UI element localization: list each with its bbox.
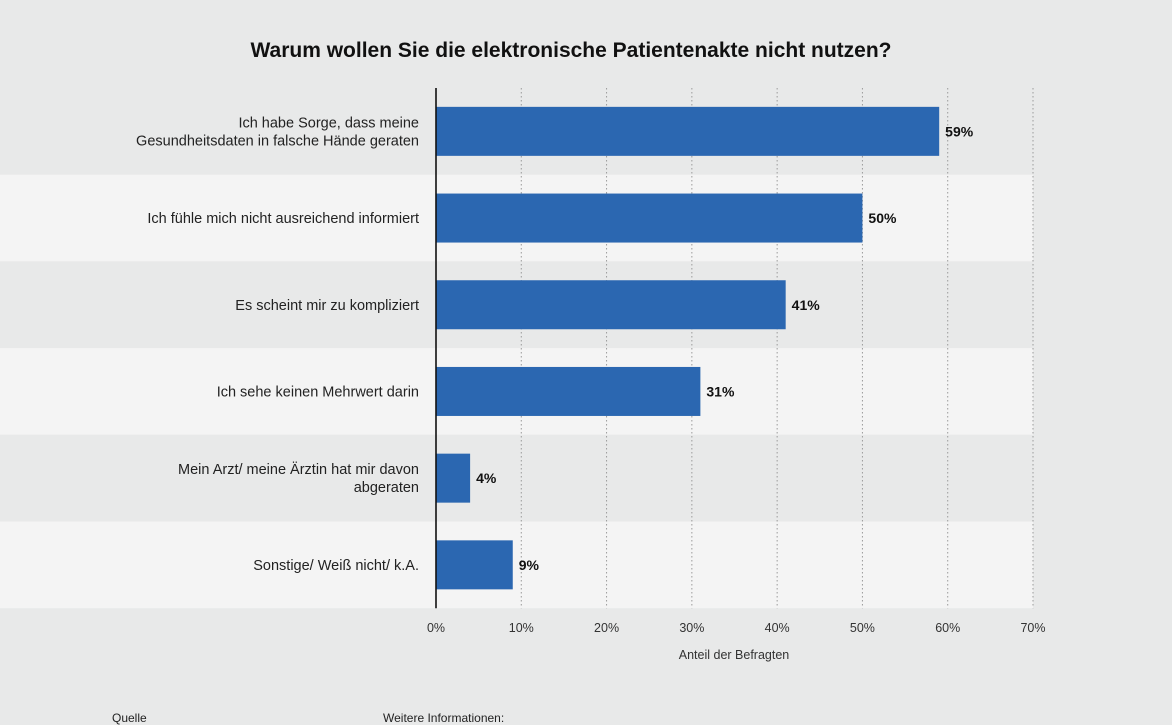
x-tick-label: 30% (679, 621, 704, 635)
x-tick-label: 40% (765, 621, 790, 635)
bar (436, 193, 863, 243)
category-label: Ich sehe keinen Mehrwert darin (217, 384, 419, 400)
bar (436, 453, 471, 503)
x-tick-label: 50% (850, 621, 875, 635)
bar (436, 280, 786, 330)
chart-title: Warum wollen Sie die elektronische Patie… (250, 39, 891, 62)
value-label: 50% (868, 210, 897, 226)
x-tick-label: 20% (594, 621, 619, 635)
x-tick-labels: 0% 10% 20% 30% 40% 50% 60% 70% (427, 621, 1046, 635)
category-label: Ich habe Sorge, dass meine Gesundheitsdat… (136, 115, 419, 149)
row-bands (0, 88, 1033, 609)
category-labels: Ich habe Sorge, dass meine Gesundheitsdat… (136, 115, 419, 573)
category-label: Es scheint mir zu kompliziert (235, 298, 419, 314)
category-label: Ich fühle mich nicht ausreichend informi… (147, 211, 419, 227)
x-tick-label: 0% (427, 621, 445, 635)
x-axis-title: Anteil der Befragten (679, 648, 790, 662)
bar (436, 366, 701, 416)
info-label: Weitere Informationen: (383, 711, 505, 725)
value-label: 41% (792, 297, 821, 313)
x-tick-label: 10% (509, 621, 534, 635)
bar (436, 540, 513, 590)
value-label: 4% (476, 470, 497, 486)
value-label: 31% (706, 383, 735, 399)
category-label: Sonstige/ Weiß nicht/ k.A. (253, 558, 419, 574)
category-label: Mein Arzt/ meine Ärztin hat mir davon abg… (178, 461, 419, 496)
value-labels: 59% 50% 41% 31% 4% 9% (476, 123, 974, 572)
value-label: 59% (945, 123, 974, 139)
x-tick-label: 70% (1020, 621, 1045, 635)
row-band (0, 434, 1033, 522)
value-label: 9% (519, 557, 540, 573)
bar (436, 106, 940, 156)
row-band (0, 521, 1033, 609)
source-label: Quelle (112, 711, 147, 725)
grid-lines (520, 88, 1034, 609)
x-tick-label: 60% (935, 621, 960, 635)
bars (436, 106, 940, 590)
